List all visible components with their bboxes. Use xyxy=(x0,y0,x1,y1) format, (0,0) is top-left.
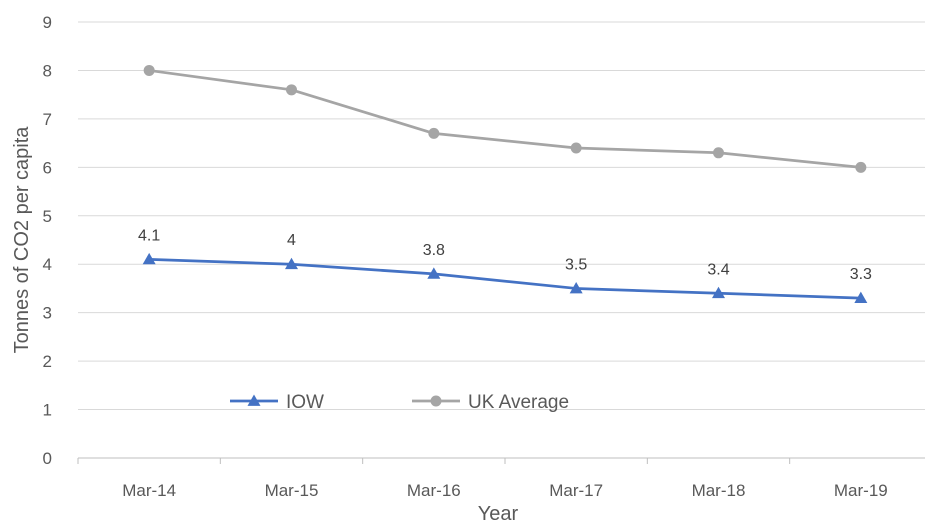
iow-data-label: 3.8 xyxy=(423,242,445,259)
y-tick-label: 7 xyxy=(43,110,52,129)
x-tick-label: Mar-16 xyxy=(407,481,461,500)
y-tick-label: 8 xyxy=(43,61,52,80)
x-tick-label: Mar-14 xyxy=(122,481,176,500)
iow-line xyxy=(149,258,861,300)
y-tick-label: 2 xyxy=(43,352,52,371)
uk-average-line xyxy=(148,69,861,169)
iow-point xyxy=(142,252,156,265)
legend: IOW UK Average xyxy=(230,392,569,413)
iow-point xyxy=(569,281,583,294)
x-tick-label: Mar-18 xyxy=(692,481,746,500)
y-axis-ticks: 0 1 2 3 4 5 6 7 8 9 xyxy=(43,13,52,468)
uk-average-point xyxy=(286,84,297,96)
legend-uk-average-marker xyxy=(430,395,442,407)
legend-iow-label: IOW xyxy=(286,392,324,413)
uk-average-point xyxy=(855,161,867,173)
x-axis-title: Year xyxy=(478,503,519,524)
x-axis-ticks: Mar-14 Mar-15 Mar-16 Mar-17 Mar-18 Mar-19 xyxy=(122,481,888,500)
y-tick-label: 0 xyxy=(43,449,52,468)
iow-data-label: 4.1 xyxy=(138,227,160,244)
iow-data-label: 3.5 xyxy=(565,256,587,273)
y-tick-label: 9 xyxy=(43,13,52,32)
uk-average-point xyxy=(570,142,582,154)
y-axis-title: Tonnes of CO2 per capita xyxy=(11,126,33,354)
iow-point xyxy=(427,267,441,279)
iow-point xyxy=(854,291,868,304)
uk-average-point xyxy=(143,64,155,76)
iow-data-label: 4 xyxy=(287,232,296,249)
iow-data-label: 3.4 xyxy=(707,261,729,278)
uk-average-point xyxy=(428,127,440,139)
gridlines xyxy=(77,21,925,464)
y-tick-label: 4 xyxy=(43,255,52,274)
uk-average-point xyxy=(713,147,724,159)
legend-iow-marker xyxy=(247,394,261,406)
iow-point xyxy=(712,286,725,299)
y-tick-label: 6 xyxy=(43,158,52,177)
iow-point xyxy=(285,257,298,270)
y-tick-label: 1 xyxy=(43,401,52,420)
x-tick-label: Mar-19 xyxy=(834,481,888,500)
y-tick-label: 5 xyxy=(43,207,52,226)
series xyxy=(142,64,868,304)
x-tick-label: Mar-17 xyxy=(549,481,603,500)
iow-data-label: 3.3 xyxy=(850,266,872,283)
y-tick-label: 3 xyxy=(43,304,52,323)
data-labels: 4.1 4 3.8 3.5 3.4 3.3 xyxy=(138,227,872,283)
legend-uk-average-label: UK Average xyxy=(468,392,569,413)
x-tick-label: Mar-15 xyxy=(265,481,319,500)
